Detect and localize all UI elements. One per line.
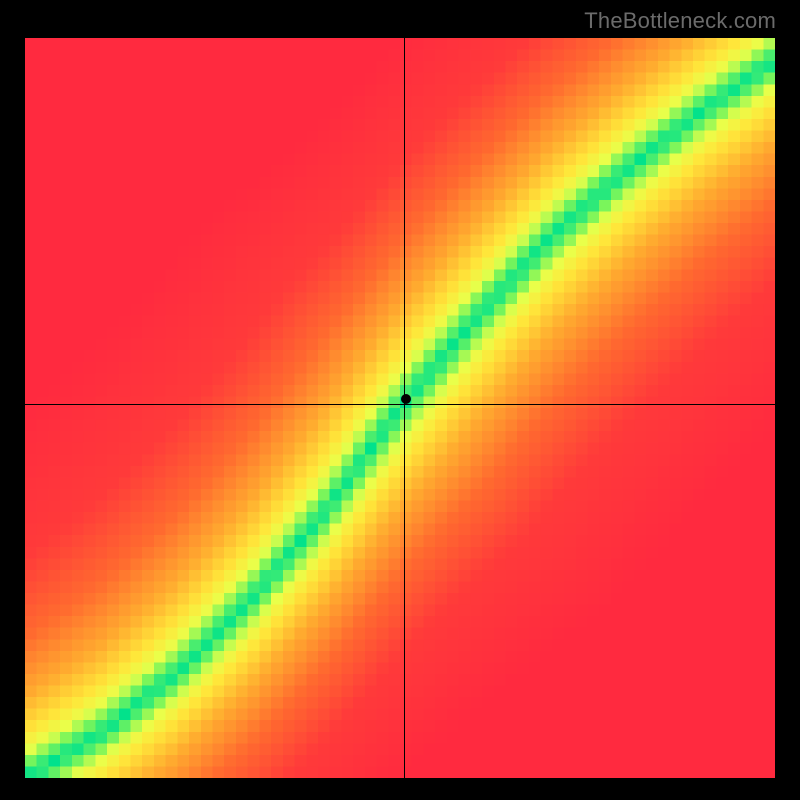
- chart-container: TheBottleneck.com: [0, 0, 800, 800]
- crosshair-horizontal: [25, 404, 775, 405]
- heatmap-canvas: [25, 38, 775, 778]
- watermark-text: TheBottleneck.com: [584, 8, 776, 34]
- crosshair-marker: [401, 394, 411, 404]
- crosshair-vertical: [404, 38, 405, 778]
